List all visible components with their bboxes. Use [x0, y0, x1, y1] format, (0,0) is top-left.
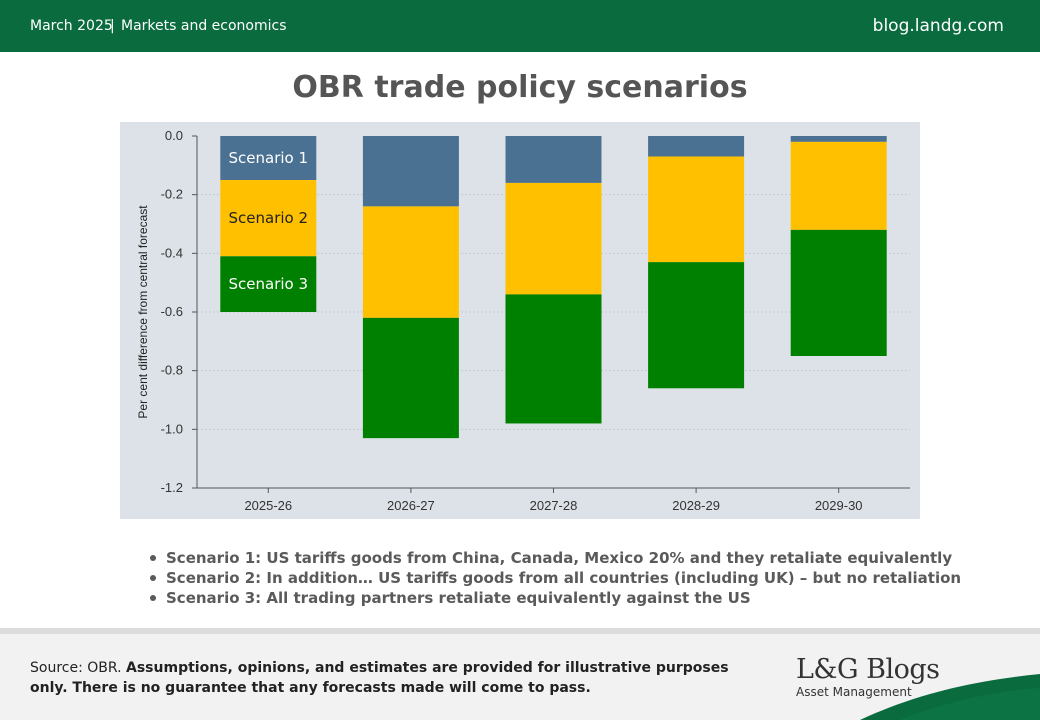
bar-scenario-1 — [220, 136, 317, 180]
x-tick-label: 2027-28 — [530, 498, 578, 513]
bar-scenario-1 — [362, 136, 459, 207]
bar-scenario-2 — [362, 206, 459, 318]
bar-scenario-1 — [790, 136, 887, 142]
x-tick-label: 2026-27 — [387, 498, 435, 513]
chart-title: OBR trade policy scenarios — [292, 70, 748, 105]
category-link[interactable]: Markets and economics — [121, 18, 287, 34]
legend-label: Scenario 1 — [229, 149, 309, 167]
y-tick-label: -1.0 — [161, 421, 183, 436]
chart-panel: 0.0 -0.2 -0.4 -0.6 -0.8 -1.0 -1.2 2025-26 2026-2… — [120, 122, 920, 519]
footer-divider — [0, 628, 1040, 634]
y-tick-label: -1.2 — [161, 480, 183, 495]
bar-scenario-3 — [505, 294, 602, 424]
y-tick-label: -0.8 — [161, 363, 183, 378]
bar-scenario-2 — [648, 156, 745, 263]
top-banner: March 2025 | Markets and economics blog.… — [0, 0, 1040, 52]
bullet-dot-icon — [150, 575, 156, 581]
x-tick-label: 2025-26 — [244, 498, 292, 513]
y-tick-label: -0.6 — [161, 304, 183, 319]
bullet-dot-icon — [150, 555, 156, 561]
bullet-dot-icon — [150, 595, 156, 601]
scenario-bullet: Scenario 3: All trading partners retalia… — [150, 588, 961, 608]
source-note: Source: OBR. Assumptions, opinions, and … — [30, 658, 770, 698]
bar-scenario-3 — [362, 317, 459, 439]
bar-scenario-2 — [505, 182, 602, 295]
source-label: Source: OBR. — [30, 660, 122, 676]
bar-scenario-3 — [648, 262, 745, 389]
bar-scenario-1 — [648, 136, 745, 157]
brand-swoosh-icon — [860, 674, 1040, 720]
disclaimer-text: Assumptions, opinions, and estimates are… — [30, 660, 729, 696]
scenario-bullet-text: Scenario 1: US tariffs goods from China,… — [166, 549, 953, 567]
footer: Source: OBR. Assumptions, opinions, and … — [0, 634, 1040, 720]
bar-scenario-3 — [790, 229, 887, 356]
bar-scenario-2 — [790, 141, 887, 230]
bar-scenario-2 — [220, 180, 317, 257]
bar-scenario-3 — [220, 256, 317, 312]
x-tick-label: 2028-29 — [672, 498, 720, 513]
lg-logo: L&G Blogs Asset Management — [796, 654, 940, 699]
legend-label: Scenario 2 — [229, 209, 309, 227]
scenario-bullet: Scenario 1: US tariffs goods from China,… — [150, 548, 961, 568]
bar-scenario-1 — [505, 136, 602, 183]
y-tick-label: 0.0 — [165, 128, 183, 143]
header-separator: | — [110, 18, 115, 34]
y-axis-label: Per cent difference from central forecas… — [136, 205, 150, 419]
stacked-bar-chart: 0.0 -0.2 -0.4 -0.6 -0.8 -1.0 -1.2 2025-26 2026-2… — [136, 128, 910, 513]
scenario-bullet-text: Scenario 2: In addition… US tariffs good… — [166, 569, 962, 587]
x-tick-label: 2029-30 — [815, 498, 863, 513]
logo-subtitle: Asset Management — [796, 685, 912, 699]
scenario-list: Scenario 1: US tariffs goods from China,… — [150, 548, 961, 608]
y-tick-label: -0.4 — [161, 245, 183, 260]
scenario-bullet-text: Scenario 3: All trading partners retalia… — [166, 589, 751, 607]
scenario-bullet: Scenario 2: In addition… US tariffs good… — [150, 568, 961, 588]
site-link[interactable]: blog.landg.com — [872, 16, 1004, 36]
legend-label: Scenario 3 — [229, 275, 309, 293]
logo-brand: L&G Blogs — [796, 654, 940, 685]
y-tick-label: -0.2 — [161, 187, 183, 202]
publish-date: March 2025 — [30, 18, 113, 34]
